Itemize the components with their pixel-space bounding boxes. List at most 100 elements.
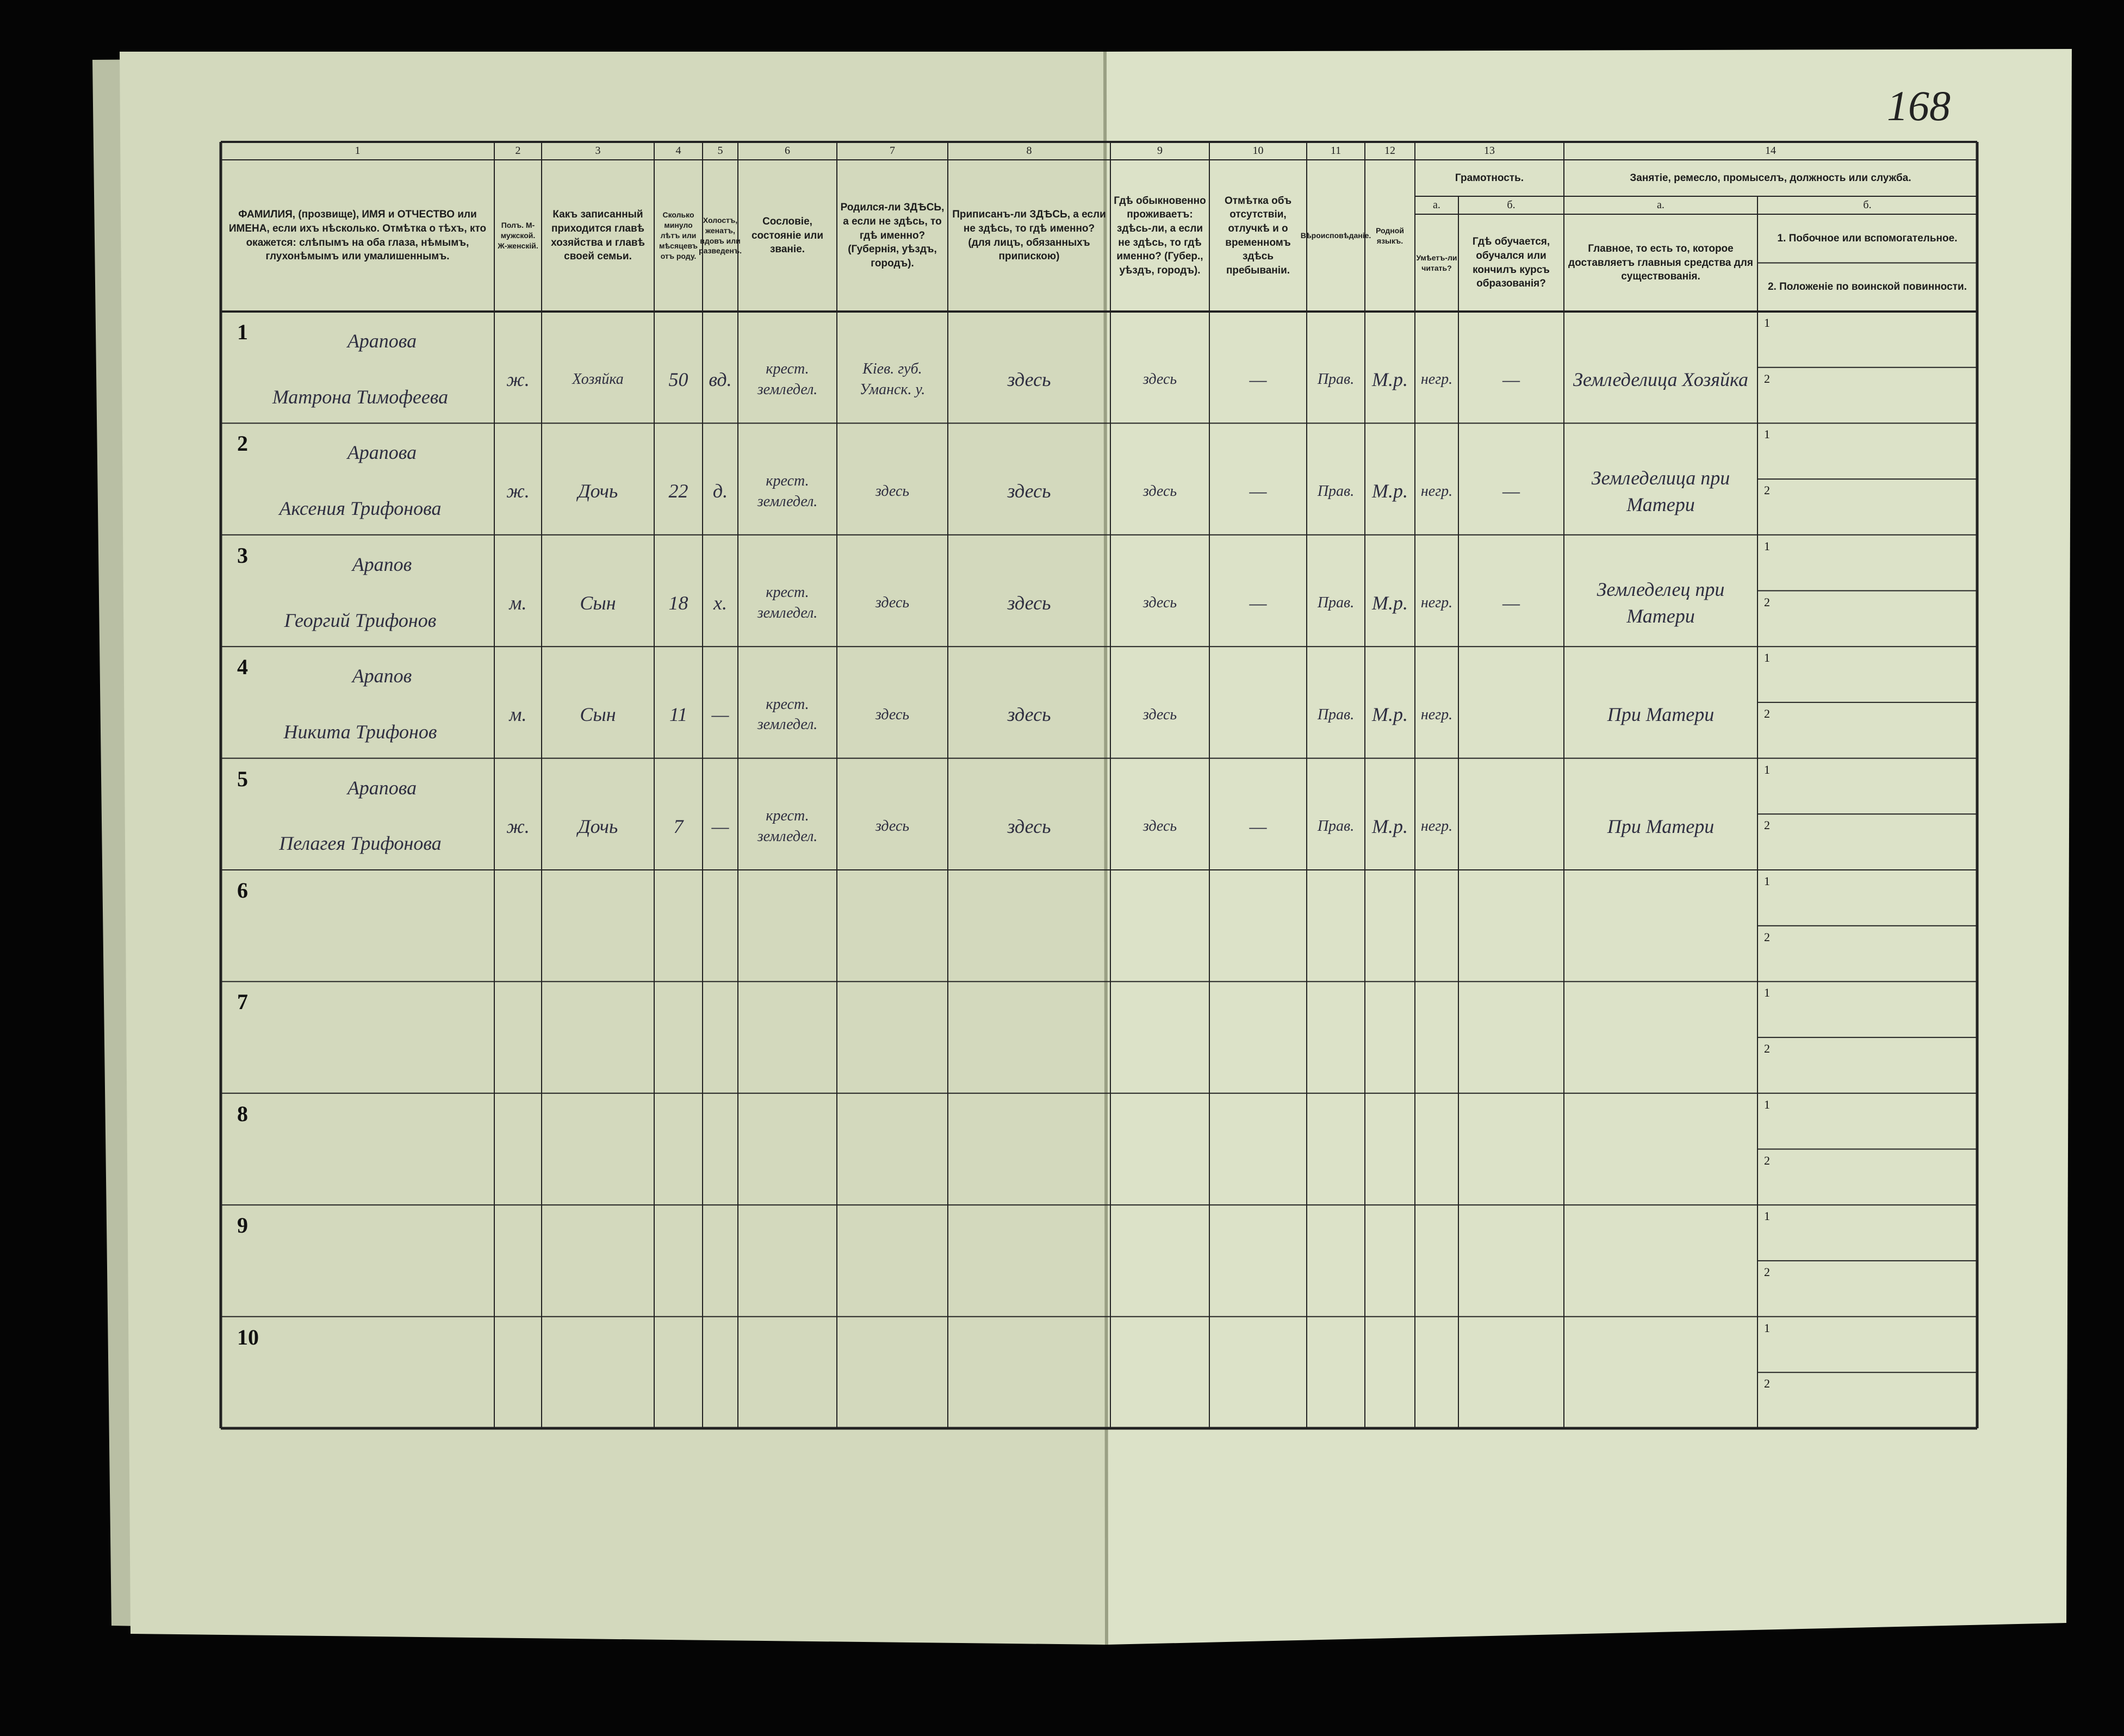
entry: При Матери — [1607, 815, 1715, 837]
entry: М.р. — [1372, 368, 1408, 390]
sub-column-label: а. — [1433, 199, 1440, 211]
subrow-label: 1 — [1764, 539, 1770, 553]
entry: Хозяйка — [572, 371, 624, 388]
entry: здесь — [1142, 817, 1177, 835]
entry: негр. — [1420, 371, 1453, 388]
column-header: Приписанъ-ли ЗДѢСЬ, а если не здѣсь, то … — [952, 209, 1106, 263]
subrow-label: 1 — [1764, 1209, 1770, 1223]
entry: негр. — [1420, 817, 1453, 835]
subrow-label: 2 — [1764, 1042, 1770, 1056]
entry: М.р. — [1372, 815, 1408, 837]
column-number: 8 — [1026, 145, 1032, 157]
column-header: Грамотность. — [1455, 172, 1524, 184]
right-page — [1104, 49, 2072, 1645]
person-name: Арапова — [347, 330, 417, 352]
subrow-label: 1 — [1764, 874, 1770, 888]
entry: — — [711, 704, 729, 726]
entry: Земледелица при Матери — [1591, 467, 1730, 515]
entry: — — [1249, 815, 1267, 837]
column-number: 6 — [785, 145, 790, 157]
sub-column-header: Умѣетъ-ли читать? — [1416, 253, 1457, 272]
column-header: Полъ. М-мужской. Ж-женскій. — [498, 221, 538, 250]
subrow-label: 2 — [1764, 818, 1770, 832]
subrow-label: 1 — [1764, 986, 1770, 1000]
entry: здесь — [1142, 482, 1177, 500]
subrow-label: 2 — [1764, 483, 1770, 497]
column-number: 5 — [717, 145, 723, 157]
left-page — [120, 52, 1107, 1645]
column-number: 12 — [1384, 145, 1395, 157]
column-header: Сословіе, состояніе или званіе. — [751, 216, 824, 256]
column-number: 13 — [1484, 145, 1495, 157]
column-header: Холостъ, женатъ, вдовъ или разведенъ. — [699, 215, 742, 256]
entry: 11 — [669, 704, 688, 726]
entry: — — [1249, 592, 1267, 614]
entry: д. — [712, 480, 728, 502]
column-header: Родной языкъ. — [1376, 226, 1404, 245]
sub-column-header: 2. Положеніе по воинской повинности. — [1767, 281, 1967, 293]
entry: х. — [713, 592, 727, 614]
subrow-label: 2 — [1764, 1265, 1770, 1279]
entry: здесь — [875, 482, 910, 500]
subrow-label: 1 — [1764, 1097, 1770, 1111]
entry: 7 — [673, 815, 684, 837]
sub-column-label: б. — [1507, 199, 1516, 211]
entry: 18 — [668, 592, 688, 614]
entry: М.р. — [1372, 480, 1408, 502]
entry: Прав. — [1317, 371, 1355, 388]
sub-column-header: Гдѣ обучается, обучался или кончилъ курс… — [1472, 236, 1550, 290]
row-number: 5 — [237, 766, 248, 791]
entry — [1209, 680, 1307, 749]
row-number: 3 — [237, 543, 248, 568]
column-header: Сколько минуло лѣтъ или мѣсяцевъ отъ род… — [659, 210, 698, 260]
entry: 22 — [668, 480, 688, 502]
column-header: Родился-ли ЗДѢСЬ, а если не здѣсь, то гд… — [840, 202, 945, 269]
row-number: 8 — [237, 1101, 248, 1126]
entry: здесь — [875, 817, 910, 835]
entry: здесь — [875, 594, 910, 612]
entry: Прав. — [1317, 706, 1355, 723]
entry: — — [1249, 480, 1267, 502]
entry: м. — [509, 592, 527, 614]
sub-column-label: б. — [1863, 199, 1872, 211]
entry: — — [1502, 592, 1520, 614]
row-number: 9 — [237, 1213, 248, 1238]
entry: крест. земледел. — [757, 584, 818, 622]
entry: ж. — [506, 480, 530, 502]
row-number: 10 — [237, 1324, 259, 1349]
person-name: Арапов — [352, 553, 412, 575]
row-number: 6 — [237, 878, 248, 903]
column-number: 3 — [595, 145, 601, 157]
column-number: 9 — [1157, 145, 1163, 157]
subrow-label: 1 — [1764, 1321, 1770, 1335]
entry: здесь — [1142, 706, 1177, 723]
entry: Сын — [580, 704, 616, 726]
entry: ж. — [506, 815, 530, 837]
column-number: 7 — [890, 145, 895, 157]
gutter — [1103, 51, 1108, 1645]
entry: Прав. — [1317, 594, 1355, 612]
person-name: Матрона Тимофеева — [272, 385, 449, 408]
subrow-label: 2 — [1764, 1377, 1770, 1391]
subrow-label: 2 — [1764, 595, 1770, 609]
entry: Сын — [580, 592, 616, 614]
person-name: Арапова — [347, 776, 417, 799]
entry: Дочь — [577, 815, 618, 837]
entry: М.р. — [1372, 592, 1408, 614]
column-number: 10 — [1252, 145, 1264, 157]
person-name: Георгий Трифонов — [284, 609, 437, 631]
column-number: 2 — [515, 145, 521, 157]
subrow-label: 2 — [1764, 1153, 1770, 1167]
sub-column-header: Главное, то есть то, которое доставляетъ… — [1568, 243, 1753, 283]
subrow-label: 2 — [1764, 371, 1770, 385]
column-number: 11 — [1330, 145, 1342, 157]
person-name: Никита Трифонов — [283, 720, 437, 743]
column-header: ФАМИЛИЯ, (прозвище), ИМЯ и ОТЧЕСТВО или … — [228, 209, 487, 263]
row-number: 1 — [237, 320, 248, 344]
entry: здесь — [1007, 704, 1051, 726]
entry: М.р. — [1372, 704, 1408, 726]
column-header: Гдѣ обыкновенно проживаетъ: здѣсь-ли, а … — [1114, 195, 1206, 276]
entry: 50 — [668, 368, 688, 390]
row-number: 2 — [237, 431, 248, 456]
